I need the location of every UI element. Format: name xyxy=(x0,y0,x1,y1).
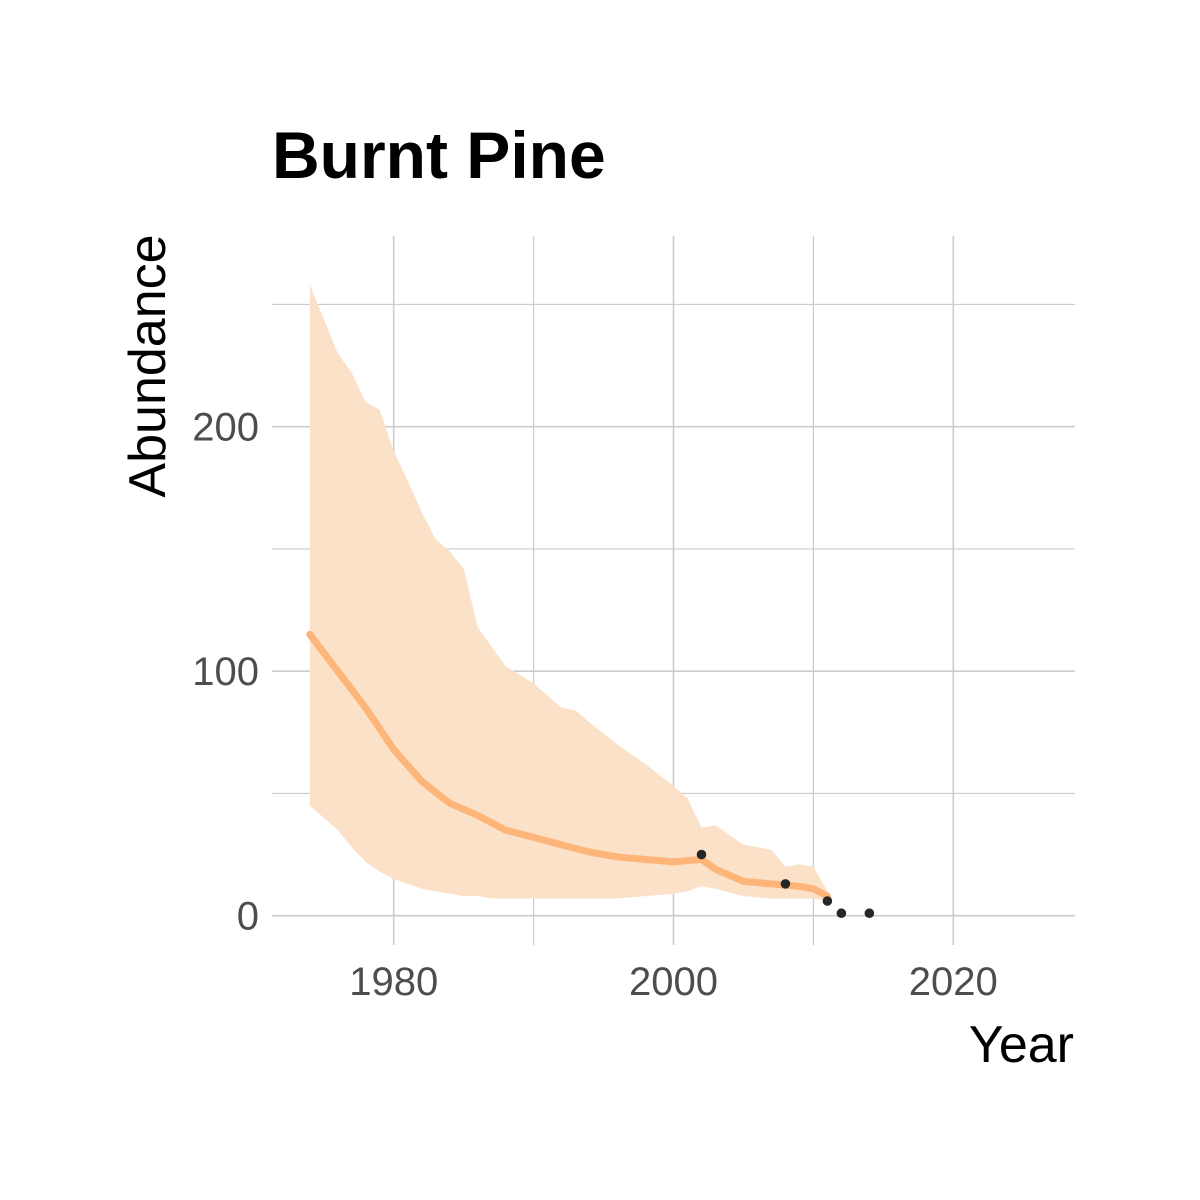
data-point xyxy=(780,879,791,889)
axis-tick-labels: 1980 2000 2020 0 100 200 xyxy=(192,406,998,1004)
data-point xyxy=(864,908,875,919)
confidence-ribbon-layer xyxy=(309,284,828,901)
observations-layer xyxy=(696,849,875,919)
x-tick-label: 1980 xyxy=(349,960,438,1004)
chart-title: Burnt Pine xyxy=(272,118,606,192)
data-point xyxy=(822,896,833,906)
y-tick-label: 100 xyxy=(192,650,259,694)
y-axis-title: Abundance xyxy=(119,234,177,497)
trend-line-layer xyxy=(306,631,831,900)
trend-line xyxy=(306,631,831,900)
y-tick-label: 200 xyxy=(192,406,259,450)
x-tick-label: 2020 xyxy=(909,960,998,1004)
data-point xyxy=(836,908,847,919)
confidence-ribbon xyxy=(309,284,828,901)
x-axis-title: Year xyxy=(969,1016,1074,1074)
y-tick-label: 0 xyxy=(237,895,259,939)
x-tick-label: 2000 xyxy=(629,960,718,1004)
data-point xyxy=(696,849,707,860)
